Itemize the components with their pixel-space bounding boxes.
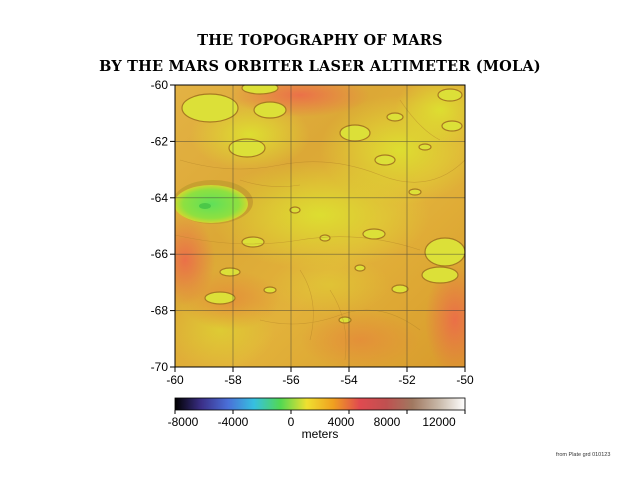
colorbar-tick-label: 12000 bbox=[422, 415, 456, 429]
y-tick-label: -62 bbox=[151, 134, 169, 148]
x-tick-label: -54 bbox=[340, 373, 358, 387]
map-frame bbox=[174, 84, 466, 368]
map-title-line2: BY THE MARS ORBITER LASER ALTIMETER (MOL… bbox=[99, 58, 541, 75]
source-credit: from Plate grd 010123 bbox=[556, 452, 611, 458]
colorbar-tick-label: 4000 bbox=[328, 415, 355, 429]
x-tick-label: -52 bbox=[398, 373, 416, 387]
x-tick-label: -56 bbox=[282, 373, 300, 387]
y-tick-label: -66 bbox=[151, 247, 169, 261]
colorbar-tick-label: 8000 bbox=[374, 415, 401, 429]
y-tick-label: -60 bbox=[151, 78, 169, 92]
colorbar-tick-label: 0 bbox=[288, 415, 295, 429]
y-tick-label: -70 bbox=[151, 360, 169, 374]
colorbar-units-label: meters bbox=[301, 427, 339, 441]
x-tick-label: -60 bbox=[166, 373, 184, 387]
y-tick-label: -64 bbox=[151, 191, 169, 205]
topography-raster bbox=[175, 85, 465, 367]
y-tick-label: -68 bbox=[151, 304, 169, 318]
elevation-colorbar bbox=[174, 397, 466, 411]
colorbar-tick-label: -4000 bbox=[218, 415, 249, 429]
map-title-line1: THE TOPOGRAPHY OF MARS bbox=[197, 32, 443, 49]
x-tick-label: -50 bbox=[456, 373, 474, 387]
x-tick-label: -58 bbox=[224, 373, 242, 387]
colorbar-tick-label: -8000 bbox=[168, 415, 199, 429]
